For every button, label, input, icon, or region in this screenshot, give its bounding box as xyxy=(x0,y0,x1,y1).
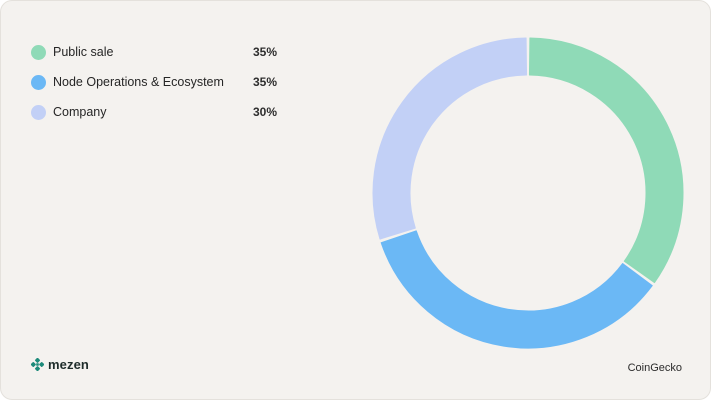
mezen-logo-icon xyxy=(31,358,44,371)
legend-label: Company xyxy=(53,105,107,119)
legend-swatch xyxy=(31,44,46,60)
legend-item-node-operations: Node Operations & Ecosystem 35% xyxy=(31,67,277,97)
legend-item-public-sale: Public sale 35% xyxy=(31,37,277,67)
donut-slice-company xyxy=(372,37,528,240)
legend-item-company: Company 30% xyxy=(31,97,277,127)
donut-slice-public-sale xyxy=(528,37,684,284)
legend-swatch xyxy=(31,104,46,120)
source-label: CoinGecko xyxy=(627,362,682,374)
legend-value: 35% xyxy=(252,45,277,59)
chart-legend: Public sale 35% Node Operations & Ecosys… xyxy=(31,37,277,127)
legend-label: Public sale xyxy=(53,45,114,59)
legend-value: 30% xyxy=(252,105,277,119)
donut-slice-node-operations-ecosystem xyxy=(380,230,653,349)
legend-label: Node Operations & Ecosystem xyxy=(53,75,224,89)
legend-value: 35% xyxy=(252,75,277,89)
legend-swatch xyxy=(31,74,46,90)
brand-name: mezen xyxy=(48,357,89,372)
brand: mezen xyxy=(31,357,89,372)
